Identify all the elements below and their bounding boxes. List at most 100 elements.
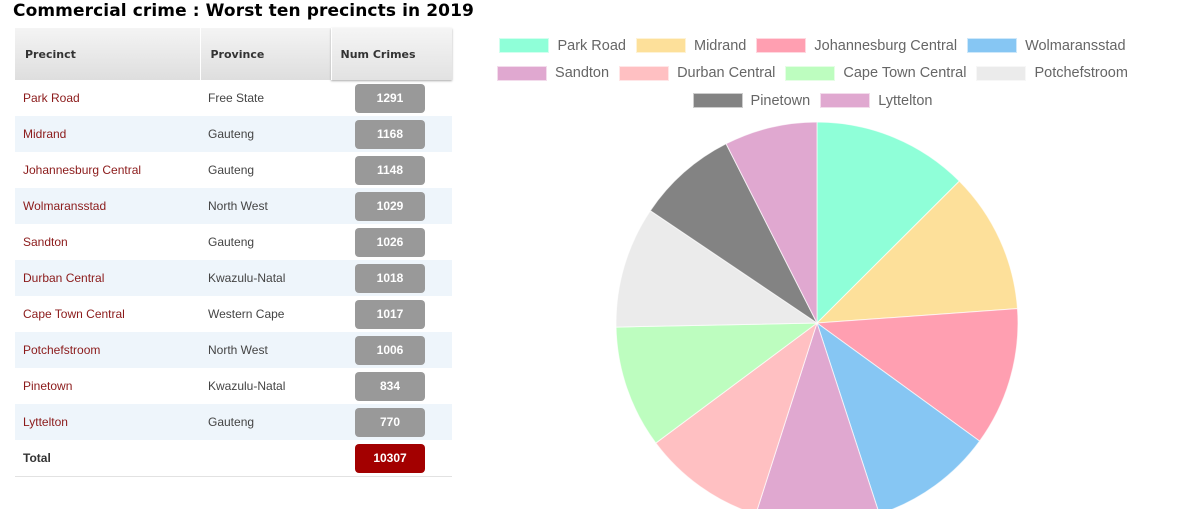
legend-swatch-icon (692, 93, 743, 108)
page-title: Commercial crime : Worst ten precincts i… (13, 1, 474, 21)
pie-slice-potchefstroom[interactable] (615, 209, 819, 328)
pie-slice-sandton[interactable] (756, 321, 880, 509)
precinct-cell: Midrand (15, 116, 200, 152)
precinct-cell: Durban Central (15, 260, 200, 296)
table-row: Johannesburg Central Gauteng 1148 (15, 152, 452, 188)
table-row: Lyttelton Gauteng 770 (15, 404, 452, 440)
precinct-cell: Sandton (23, 235, 68, 249)
table-row: Park Road Free State 1291 (15, 80, 452, 116)
legend-label: Durban Central (677, 65, 776, 81)
table-row: Pinetown Kwazulu-Natal 834 (15, 368, 452, 404)
total-label: Total (15, 440, 200, 477)
table-row: Potchefstroom North West 1006 (15, 332, 452, 368)
legend-item[interactable]: Park Road (499, 36, 626, 55)
precinct-cell: Pinetown (23, 379, 73, 393)
province-cell: Kwazulu-Natal (200, 260, 331, 296)
legend-swatch-icon (976, 65, 1027, 81)
legend-swatch-icon (497, 65, 548, 81)
precinct-cell: Johannesburg Central (23, 163, 142, 177)
legend-item[interactable]: Lyttelton (820, 91, 932, 110)
pie-slice-johannesburg-central[interactable] (815, 308, 1019, 442)
pie-slice-lyttelton[interactable] (725, 121, 818, 324)
province-cell: Kwazulu-Natal (208, 379, 286, 393)
table-row: Wolmaransstad North West 1029 (15, 188, 452, 224)
num-crimes-cell: 834 (331, 368, 452, 404)
pie-slice-cape-town-central[interactable] (615, 322, 819, 444)
legend-row: Sandton Durban Central Cape Town Central Po… (480, 64, 1145, 83)
pie-slice-midrand[interactable] (815, 180, 1019, 324)
precinct-cell: Park Road (23, 91, 80, 105)
legend-label: Midrand (693, 37, 747, 54)
total-badge: 10307 (355, 443, 425, 473)
total-num-cell: 10307 (331, 440, 452, 477)
legend-item[interactable]: Johannesburg Central (756, 36, 957, 55)
province-cell: Gauteng (200, 116, 331, 152)
legend-swatch-icon (635, 38, 686, 53)
num-crimes-badge: 1006 (355, 335, 425, 365)
num-crimes-badge: 1148 (355, 155, 425, 185)
table-header-row: Precinct Province Num Crimes (15, 28, 452, 80)
column-header-precinct[interactable]: Precinct (15, 28, 201, 80)
legend-label: Potchefstroom (1034, 65, 1128, 81)
num-crimes-cell: 1148 (331, 152, 452, 188)
num-crimes-badge: 770 (355, 407, 425, 437)
num-crimes-cell: 1006 (331, 332, 452, 368)
pie-slice-park-road[interactable] (816, 121, 961, 325)
pie-slice-pinetown[interactable] (649, 143, 819, 325)
legend-swatch-icon (967, 38, 1018, 53)
legend-swatch-icon (619, 65, 670, 81)
legend-label: Wolmaransstad (1025, 37, 1126, 54)
legend-item[interactable]: Wolmaransstad (967, 36, 1126, 55)
precinct-cell: Wolmaransstad (15, 188, 200, 224)
province-cell: North West (200, 332, 331, 368)
legend-label: Lyttelton (878, 92, 933, 109)
num-crimes-badge: 1026 (355, 227, 425, 257)
num-crimes-badge: 1017 (355, 299, 425, 329)
province-cell: Free State (208, 91, 265, 105)
legend-label: Johannesburg Central (814, 37, 958, 54)
precinct-cell: Lyttelton (15, 404, 200, 440)
legend-item[interactable]: Potchefstroom (976, 64, 1128, 83)
num-crimes-cell: 770 (331, 404, 452, 440)
province-cell: North West (200, 188, 331, 224)
legend-row: Park Road Midrand Johannesburg Central Wolm… (480, 36, 1145, 55)
num-crimes-cell: 1168 (331, 116, 452, 152)
legend-item[interactable]: Pinetown (692, 91, 811, 110)
table-row: Sandton Gauteng 1026 (15, 224, 452, 260)
num-crimes-badge: 834 (355, 371, 425, 401)
legend-item[interactable]: Cape Town Central (785, 64, 966, 83)
total-province-cell (200, 440, 331, 477)
legend-item[interactable]: Sandton (497, 64, 609, 83)
crime-table: Precinct Province Num Crimes Park Road Fr… (15, 28, 452, 477)
legend-label: Park Road (557, 37, 626, 54)
column-header-num-crimes[interactable]: Num Crimes (331, 28, 452, 80)
num-crimes-badge: 1018 (355, 263, 425, 293)
legend-label: Pinetown (750, 92, 811, 109)
province-cell: Gauteng (208, 235, 255, 249)
num-crimes-cell: 1017 (331, 296, 452, 332)
table-row: Durban Central Kwazulu-Natal 1018 (15, 260, 452, 296)
legend-swatch-icon (499, 38, 550, 53)
province-cell: Gauteng (208, 163, 255, 177)
num-crimes-badge: 1291 (355, 83, 425, 113)
chart-legend: Park Road Midrand Johannesburg Central Wolm… (480, 36, 1145, 119)
num-crimes-cell: 1018 (331, 260, 452, 296)
legend-item[interactable]: Midrand (635, 36, 747, 55)
num-crimes-cell: 1026 (331, 224, 452, 260)
legend-swatch-icon (820, 93, 871, 108)
province-cell: Gauteng (200, 404, 331, 440)
num-crimes-cell: 1291 (331, 80, 452, 116)
pie-slice-wolmaransstad[interactable] (816, 321, 981, 509)
legend-label: Sandton (555, 65, 610, 81)
legend-item[interactable]: Durban Central (619, 64, 775, 83)
column-header-province[interactable]: Province (200, 28, 332, 80)
num-crimes-badge: 1029 (355, 191, 425, 221)
table-row: Midrand Gauteng 1168 (15, 116, 452, 152)
num-crimes-cell: 1029 (331, 188, 452, 224)
total-row: Total 10307 (15, 440, 452, 477)
crime-table-container: Precinct Province Num Crimes Park Road Fr… (15, 28, 452, 477)
pie-slice-durban-central[interactable] (655, 321, 818, 509)
precinct-cell: Potchefstroom (15, 332, 200, 368)
legend-swatch-icon (756, 38, 807, 53)
